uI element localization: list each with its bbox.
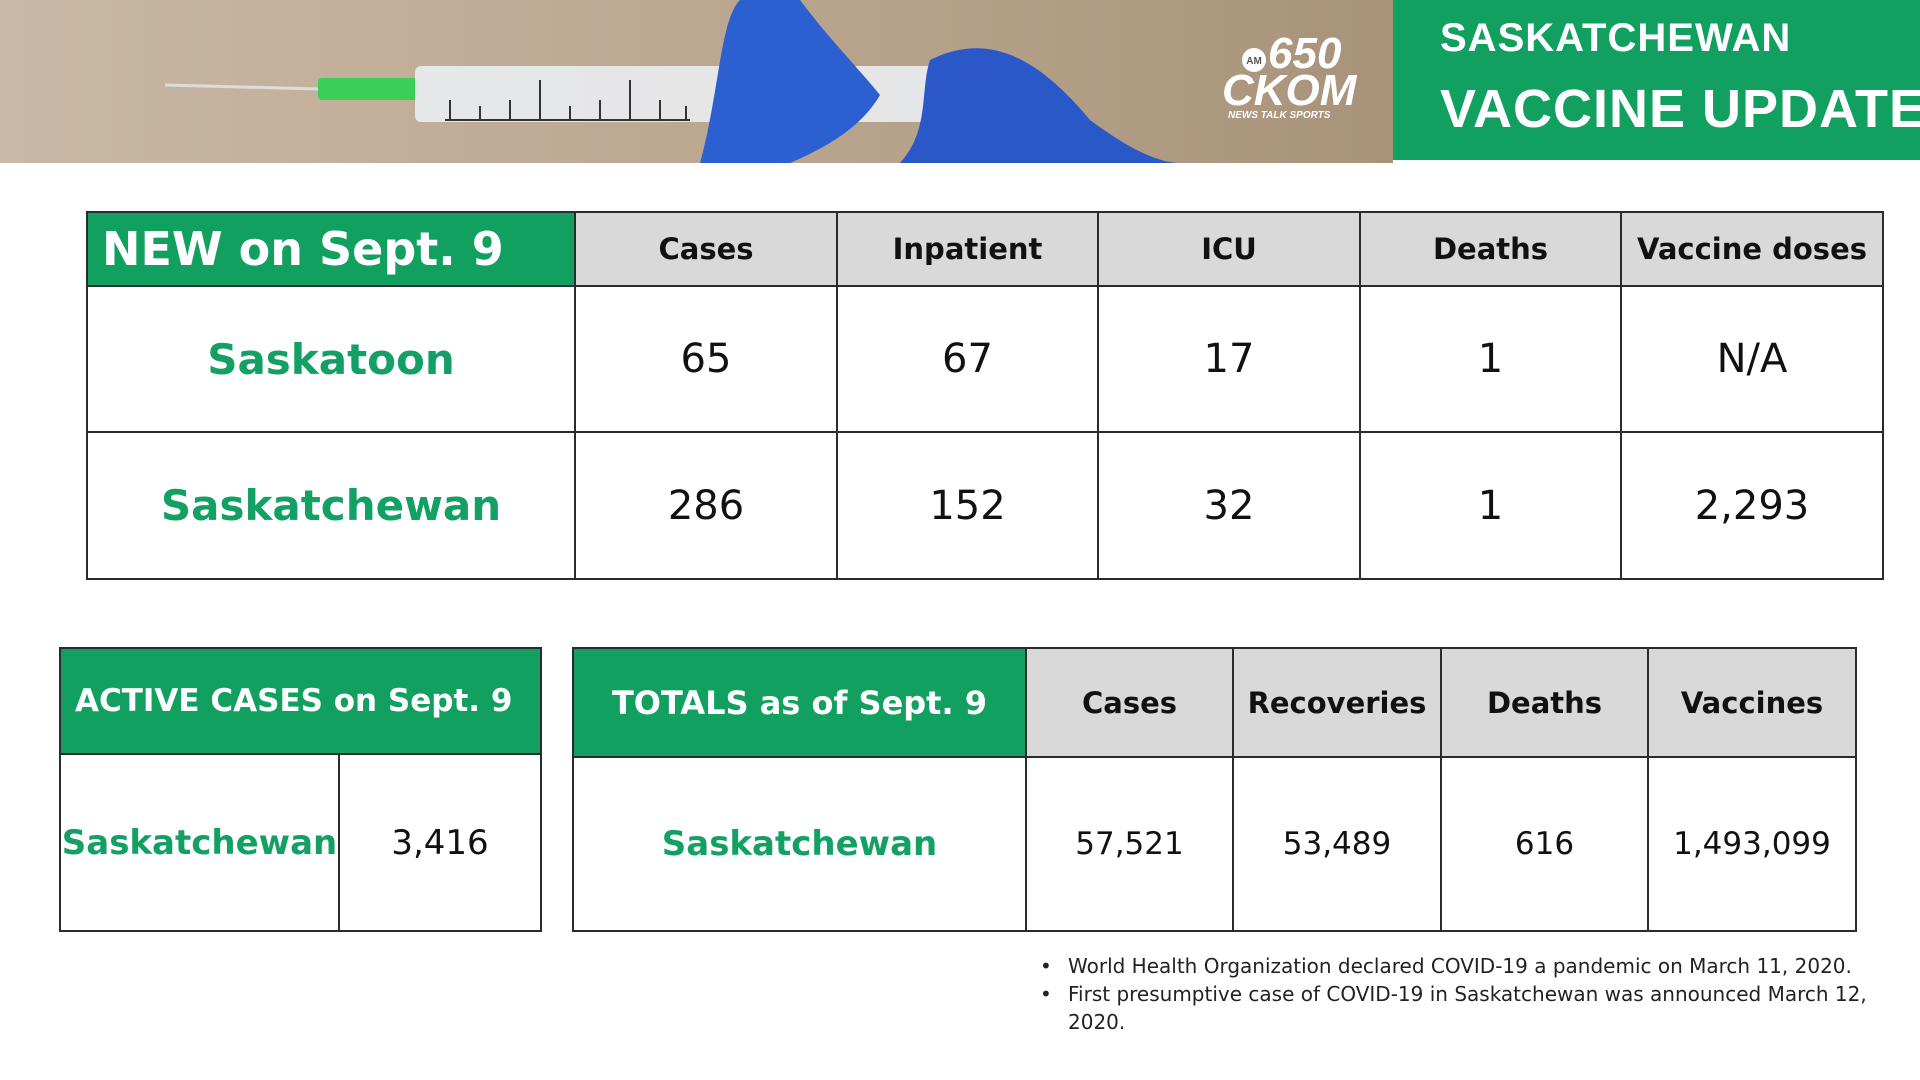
- cell-value: 67: [836, 285, 1099, 433]
- glove: [900, 48, 1180, 163]
- cell-value: 53,489: [1232, 756, 1442, 932]
- cell-value: 1: [1359, 285, 1622, 433]
- note: World Health Organization declared COVID…: [1040, 952, 1870, 980]
- data-row: Saskatchewan 57,521 53,489 616 1,493,099: [572, 756, 1857, 932]
- logo-tagline: NEWS TALK SPORTS: [1228, 110, 1331, 121]
- table-title: NEW on Sept. 9: [86, 211, 576, 287]
- table-body: NEW on Sept. 9 Cases Inpatient ICU Deaths Vac…: [86, 211, 1884, 580]
- row-name: Saskatchewan: [572, 756, 1027, 932]
- cell-value: 3,416: [338, 753, 542, 932]
- row-name: Saskatchewan: [59, 753, 340, 932]
- column-header: Deaths: [1440, 647, 1649, 758]
- header-title-2: VACCINE UPDATES: [1440, 79, 1920, 139]
- glove: [700, 0, 880, 163]
- cell-value: 152: [836, 431, 1099, 580]
- cell-value: 286: [574, 431, 838, 580]
- row-name: Saskatchewan: [86, 431, 576, 580]
- cell-value: 616: [1440, 756, 1649, 932]
- banner: AM 650 CKOM NEWS TALK SPORTS: [0, 0, 1920, 163]
- needle-hub: [318, 78, 418, 100]
- column-header: Vaccine doses: [1620, 211, 1884, 287]
- header-row: NEW on Sept. 9 Cases Inpatient ICU Deaths Vac…: [86, 211, 1884, 287]
- cell-value: 32: [1097, 431, 1361, 580]
- column-header: ICU: [1097, 211, 1361, 287]
- header-box: [1393, 0, 1920, 160]
- data-row: Saskatoon 65 67 17 1 N/A: [86, 285, 1884, 433]
- cell-value: 1,493,099: [1647, 756, 1857, 932]
- cell-value: 57,521: [1025, 756, 1234, 932]
- table-title: TOTALS as of Sept. 9: [572, 647, 1027, 758]
- table-title: ACTIVE CASES on Sept. 9: [59, 647, 542, 755]
- logo-am: AM: [1246, 56, 1262, 67]
- header-title-1: SASKATCHEWAN: [1440, 16, 1792, 60]
- cell-value: 65: [574, 285, 838, 433]
- data-row: Saskatchewan 3,416: [59, 753, 542, 932]
- column-header: Recoveries: [1232, 647, 1442, 758]
- syringe-barrel: [415, 66, 975, 122]
- header-row: ACTIVE CASES on Sept. 9: [59, 647, 542, 755]
- note: First presumptive case of COVID-19 in Sa…: [1040, 980, 1870, 1036]
- cell-value: N/A: [1620, 285, 1884, 433]
- row-name: Saskatoon: [86, 285, 576, 433]
- column-header: Deaths: [1359, 211, 1622, 287]
- logo-am-badge: [1242, 48, 1266, 72]
- active-table: ACTIVE CASES on Sept. 9 Saskatchewan 3,416: [59, 647, 542, 932]
- needle: [164, 83, 321, 91]
- logo-number: 650: [1268, 29, 1342, 78]
- table-body: TOTALS as of Sept. 9 Cases Recoveries Death…: [572, 647, 1857, 932]
- totals-table: TOTALS as of Sept. 9 Cases Recoveries Death…: [572, 647, 1857, 932]
- cell-value: 17: [1097, 285, 1361, 433]
- logo-name: CKOM: [1222, 66, 1358, 115]
- column-header: Inpatient: [836, 211, 1099, 287]
- column-header: Cases: [1025, 647, 1234, 758]
- notes: World Health Organization declared COVID…: [1040, 952, 1870, 1036]
- table-body: ACTIVE CASES on Sept. 9 Saskatchewan 3,416: [59, 647, 542, 932]
- column-header: Vaccines: [1647, 647, 1857, 758]
- new-table: NEW on Sept. 9 Cases Inpatient ICU Deaths Vac…: [86, 211, 1884, 580]
- data-row: Saskatchewan 286 152 32 1 2,293: [86, 431, 1884, 580]
- cell-value: 1: [1359, 431, 1622, 580]
- header-row: TOTALS as of Sept. 9 Cases Recoveries Death…: [572, 647, 1857, 758]
- column-header: Cases: [574, 211, 838, 287]
- syringe-scale: [445, 80, 690, 121]
- cell-value: 2,293: [1620, 431, 1884, 580]
